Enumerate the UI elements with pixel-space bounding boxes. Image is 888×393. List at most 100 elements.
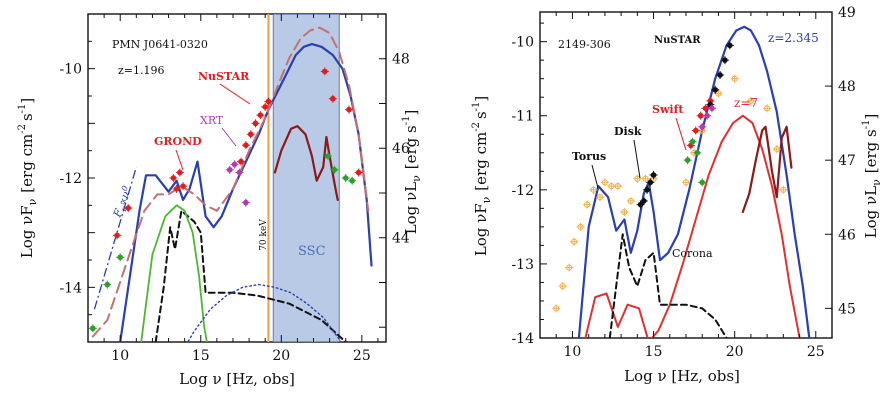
left-point-high-energy-red-3 (355, 169, 362, 176)
left-y-exp-2: -1 (17, 104, 28, 114)
left-nustar-pointer (219, 83, 251, 105)
right-point-archival-orange-11 (621, 208, 628, 216)
right-point-disk-black-3 (647, 179, 654, 186)
right-point-archival-orange-5 (583, 201, 591, 208)
left-point-nustar-5 (262, 104, 268, 110)
right-point-archival-orange-12 (627, 197, 634, 205)
panel-right-z-blue-label: z=2.345 (768, 31, 819, 45)
right-point-nustar-black-2 (717, 72, 723, 78)
right-point-disk-black-2 (644, 187, 650, 193)
left-y-exp-1: -2 (17, 124, 28, 134)
left-point-high-energy-red-1 (330, 95, 336, 102)
panel-right: 10 15 20 25 -14 -13 -12 -11 -10 45 46 47 48 49 Log ν … (471, 5, 883, 385)
left-point-grond-1 (173, 186, 180, 192)
right-series-blue-model (577, 25, 811, 338)
right-point-green-3 (699, 179, 706, 186)
right-point-archival-orange-24 (780, 186, 787, 193)
right-point-green-0 (684, 157, 691, 163)
left-grond-pointer (175, 149, 184, 171)
panel-right-x-axis-title: Log ν [Hz, obs] (624, 367, 740, 385)
panel-left-source-label: PMN J0641-0320 (112, 38, 208, 51)
left-ytick-label--12: -12 (59, 171, 82, 187)
right-point-archival-orange-3 (570, 238, 578, 245)
right-point-magenta-0 (699, 124, 706, 130)
right-point-archival-orange-1 (559, 283, 566, 290)
left-y-close-bracket: ] (18, 98, 36, 104)
right-point-nustar-black-3 (722, 57, 728, 63)
left-point-radio-red-1 (125, 205, 132, 211)
left-series-dashed-model (91, 26, 370, 338)
right-y-exp-2: -1 (471, 102, 482, 112)
left-series-green-disk (140, 204, 208, 342)
right-disk-pointer (633, 139, 641, 179)
panel-left-slope-label: Fν∝ν0 (109, 184, 136, 220)
right-point-archival-orange-13 (634, 175, 641, 182)
right-point-green-1 (689, 138, 696, 145)
right-point-archival-orange-7 (596, 194, 604, 201)
right-xtick-label-25: 25 (807, 344, 825, 360)
left-xrt-pointer (221, 127, 237, 147)
right-xtick-label-20: 20 (726, 344, 744, 360)
right-point-magenta-1 (704, 112, 710, 119)
right-series-dark-red-broken (741, 125, 793, 214)
right-y2tick-label-49: 49 (838, 5, 856, 21)
left-point-green-high-0 (325, 153, 331, 159)
right-y-close-bracket: ] (472, 96, 490, 102)
panel-left-y2-axis-title: Log νLν[erg s-1] (401, 110, 423, 235)
panel-left-xrt-label: XRT (200, 114, 224, 127)
right-point-swift-red-1 (692, 127, 699, 134)
right-point-archival-orange-22 (764, 105, 771, 112)
left-point-radio-green-1 (104, 281, 111, 288)
left-point-radio-red-0 (114, 232, 120, 239)
panel-right-y-axis-title: Log νFν[erg cm-2s-1] (471, 96, 493, 257)
right-ytick-label--14: -14 (511, 331, 534, 347)
panel-left-ticks: 10 15 20 25 -14 -12 -10 44 46 48 (59, 13, 410, 364)
left-ssc-band (272, 14, 340, 342)
left-series-black-dashed (154, 209, 348, 342)
left-ytick-label--10: -10 (59, 62, 82, 78)
right-point-nustar-black-1 (712, 86, 719, 93)
panel-left-energy-label: 70 keV (259, 219, 269, 251)
right-point-archival-orange-8 (601, 179, 608, 186)
left-y2tick-label-44: 44 (392, 231, 410, 247)
right-point-archival-orange-10 (614, 183, 621, 190)
panel-right-corona-label: Corona (672, 247, 713, 260)
right-series-red-z7 (584, 114, 801, 338)
panel-right-disk-label: Disk (614, 125, 642, 138)
left-point-nustar-3 (252, 120, 259, 127)
left-y2-close-bracket: ] (402, 110, 420, 116)
panel-left-ssc-label: SSC (298, 244, 326, 259)
right-point-archival-orange-23 (773, 145, 780, 153)
left-point-grond-2 (177, 169, 183, 176)
right-point-disk-black-4 (650, 172, 657, 178)
right-y2tick-label-48: 48 (838, 79, 856, 95)
right-point-nustar-black-4 (727, 42, 733, 49)
panel-right-z-red-label: z=7 (734, 96, 758, 110)
panel-right-torus-label: Torus (572, 150, 606, 163)
left-point-radio-green-0 (90, 325, 96, 332)
left-point-radio-green-2 (117, 254, 124, 261)
left-point-green-high-1 (331, 167, 338, 173)
right-xtick-label-15: 15 (645, 344, 663, 360)
left-series-total-model (119, 43, 373, 342)
left-point-xrt-1 (231, 161, 238, 168)
right-y2tick-label-45: 45 (838, 301, 856, 317)
panel-right-y2-axis-title: Log νLν[erg s-1] (861, 114, 883, 239)
panel-left-plot-area (88, 14, 373, 342)
right-y-exp-1: -2 (471, 122, 482, 132)
left-point-grond-3 (180, 183, 186, 189)
right-point-swift-red-2 (697, 112, 704, 119)
left-point-nustar-0 (238, 158, 244, 165)
right-point-archival-orange-20 (731, 75, 738, 82)
right-point-archival-orange-2 (566, 264, 573, 271)
right-torus-pointer (591, 164, 599, 189)
right-y2tick-label-47: 47 (838, 153, 856, 169)
right-point-archival-orange-19 (715, 90, 722, 97)
right-point-green-2 (694, 149, 701, 156)
left-xtick-label-10: 10 (111, 348, 129, 364)
left-point-xrt-2 (236, 169, 243, 176)
right-ytick-label--10: -10 (511, 35, 534, 51)
left-series-ssc-dotted (187, 283, 342, 342)
right-ytick-label--12: -12 (511, 183, 534, 199)
